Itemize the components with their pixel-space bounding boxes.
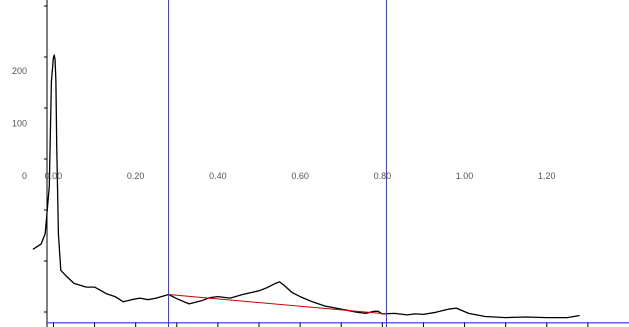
signal-trace: [32, 54, 580, 319]
x-tick-label: 1.20: [538, 171, 556, 181]
series-layer: [32, 54, 580, 319]
x-tick-label: 1.00: [456, 171, 474, 181]
x-tick-label: 0.60: [291, 171, 309, 181]
y-tick-label: 100: [12, 118, 27, 128]
y-tick-label: 200: [12, 66, 27, 76]
y-tick-label: 0: [22, 171, 27, 181]
x-tick-label: 0.40: [209, 171, 227, 181]
integration-baseline: [168, 294, 387, 315]
x-tick-label: 0.20: [127, 171, 145, 181]
tick-labels: 0 100 200 0.00 0.20 0.40 0.60 0.80 1.00 1.20: [12, 66, 556, 181]
cursor-layer: [47, 0, 629, 327]
y-axis: [44, 0, 48, 327]
x-tick-label: 0.80: [374, 171, 392, 181]
x-tick-label: 0.00: [45, 171, 63, 181]
